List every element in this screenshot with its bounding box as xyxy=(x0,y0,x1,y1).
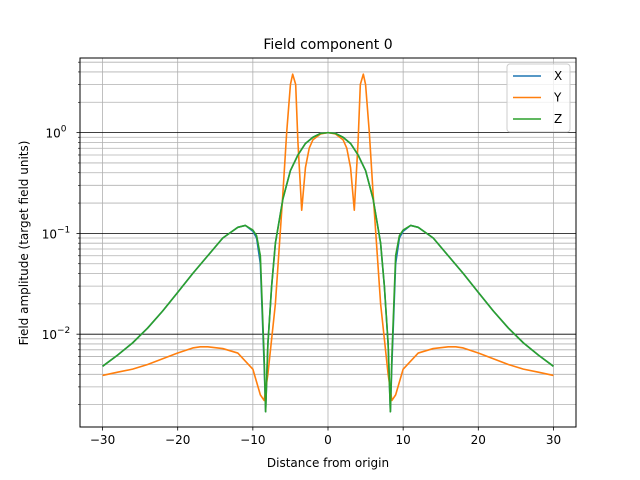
x-tick-label: 20 xyxy=(471,433,486,447)
y-tick-label: 10−1 xyxy=(42,225,71,241)
y-axis-label: Field amplitude (target field units) xyxy=(17,141,31,346)
x-axis: −30 −20 −10 0 10 20 30 xyxy=(90,427,561,447)
series-group xyxy=(102,73,554,413)
x-tick-label: −10 xyxy=(240,433,265,447)
x-axis-label: Distance from origin xyxy=(267,456,389,470)
y-tick-label: 100 xyxy=(45,125,66,141)
legend-label-x: X xyxy=(554,69,562,83)
legend-label-z: Z xyxy=(554,112,562,126)
x-tick-label: 10 xyxy=(396,433,411,447)
chart-title: Field component 0 xyxy=(263,37,392,53)
x-tick-label: 0 xyxy=(324,433,332,447)
x-tick-label: −20 xyxy=(165,433,190,447)
x-tick-label: −30 xyxy=(90,433,115,447)
y-tick-label: 10−2 xyxy=(42,326,71,342)
legend-items: XYZ xyxy=(513,69,562,126)
legend: XYZ xyxy=(506,63,571,133)
legend-label-y: Y xyxy=(553,91,562,105)
series-line-z xyxy=(102,131,554,413)
y-axis: 10−2 10−1 100 xyxy=(42,61,80,405)
x-tick-label: 30 xyxy=(546,433,561,447)
